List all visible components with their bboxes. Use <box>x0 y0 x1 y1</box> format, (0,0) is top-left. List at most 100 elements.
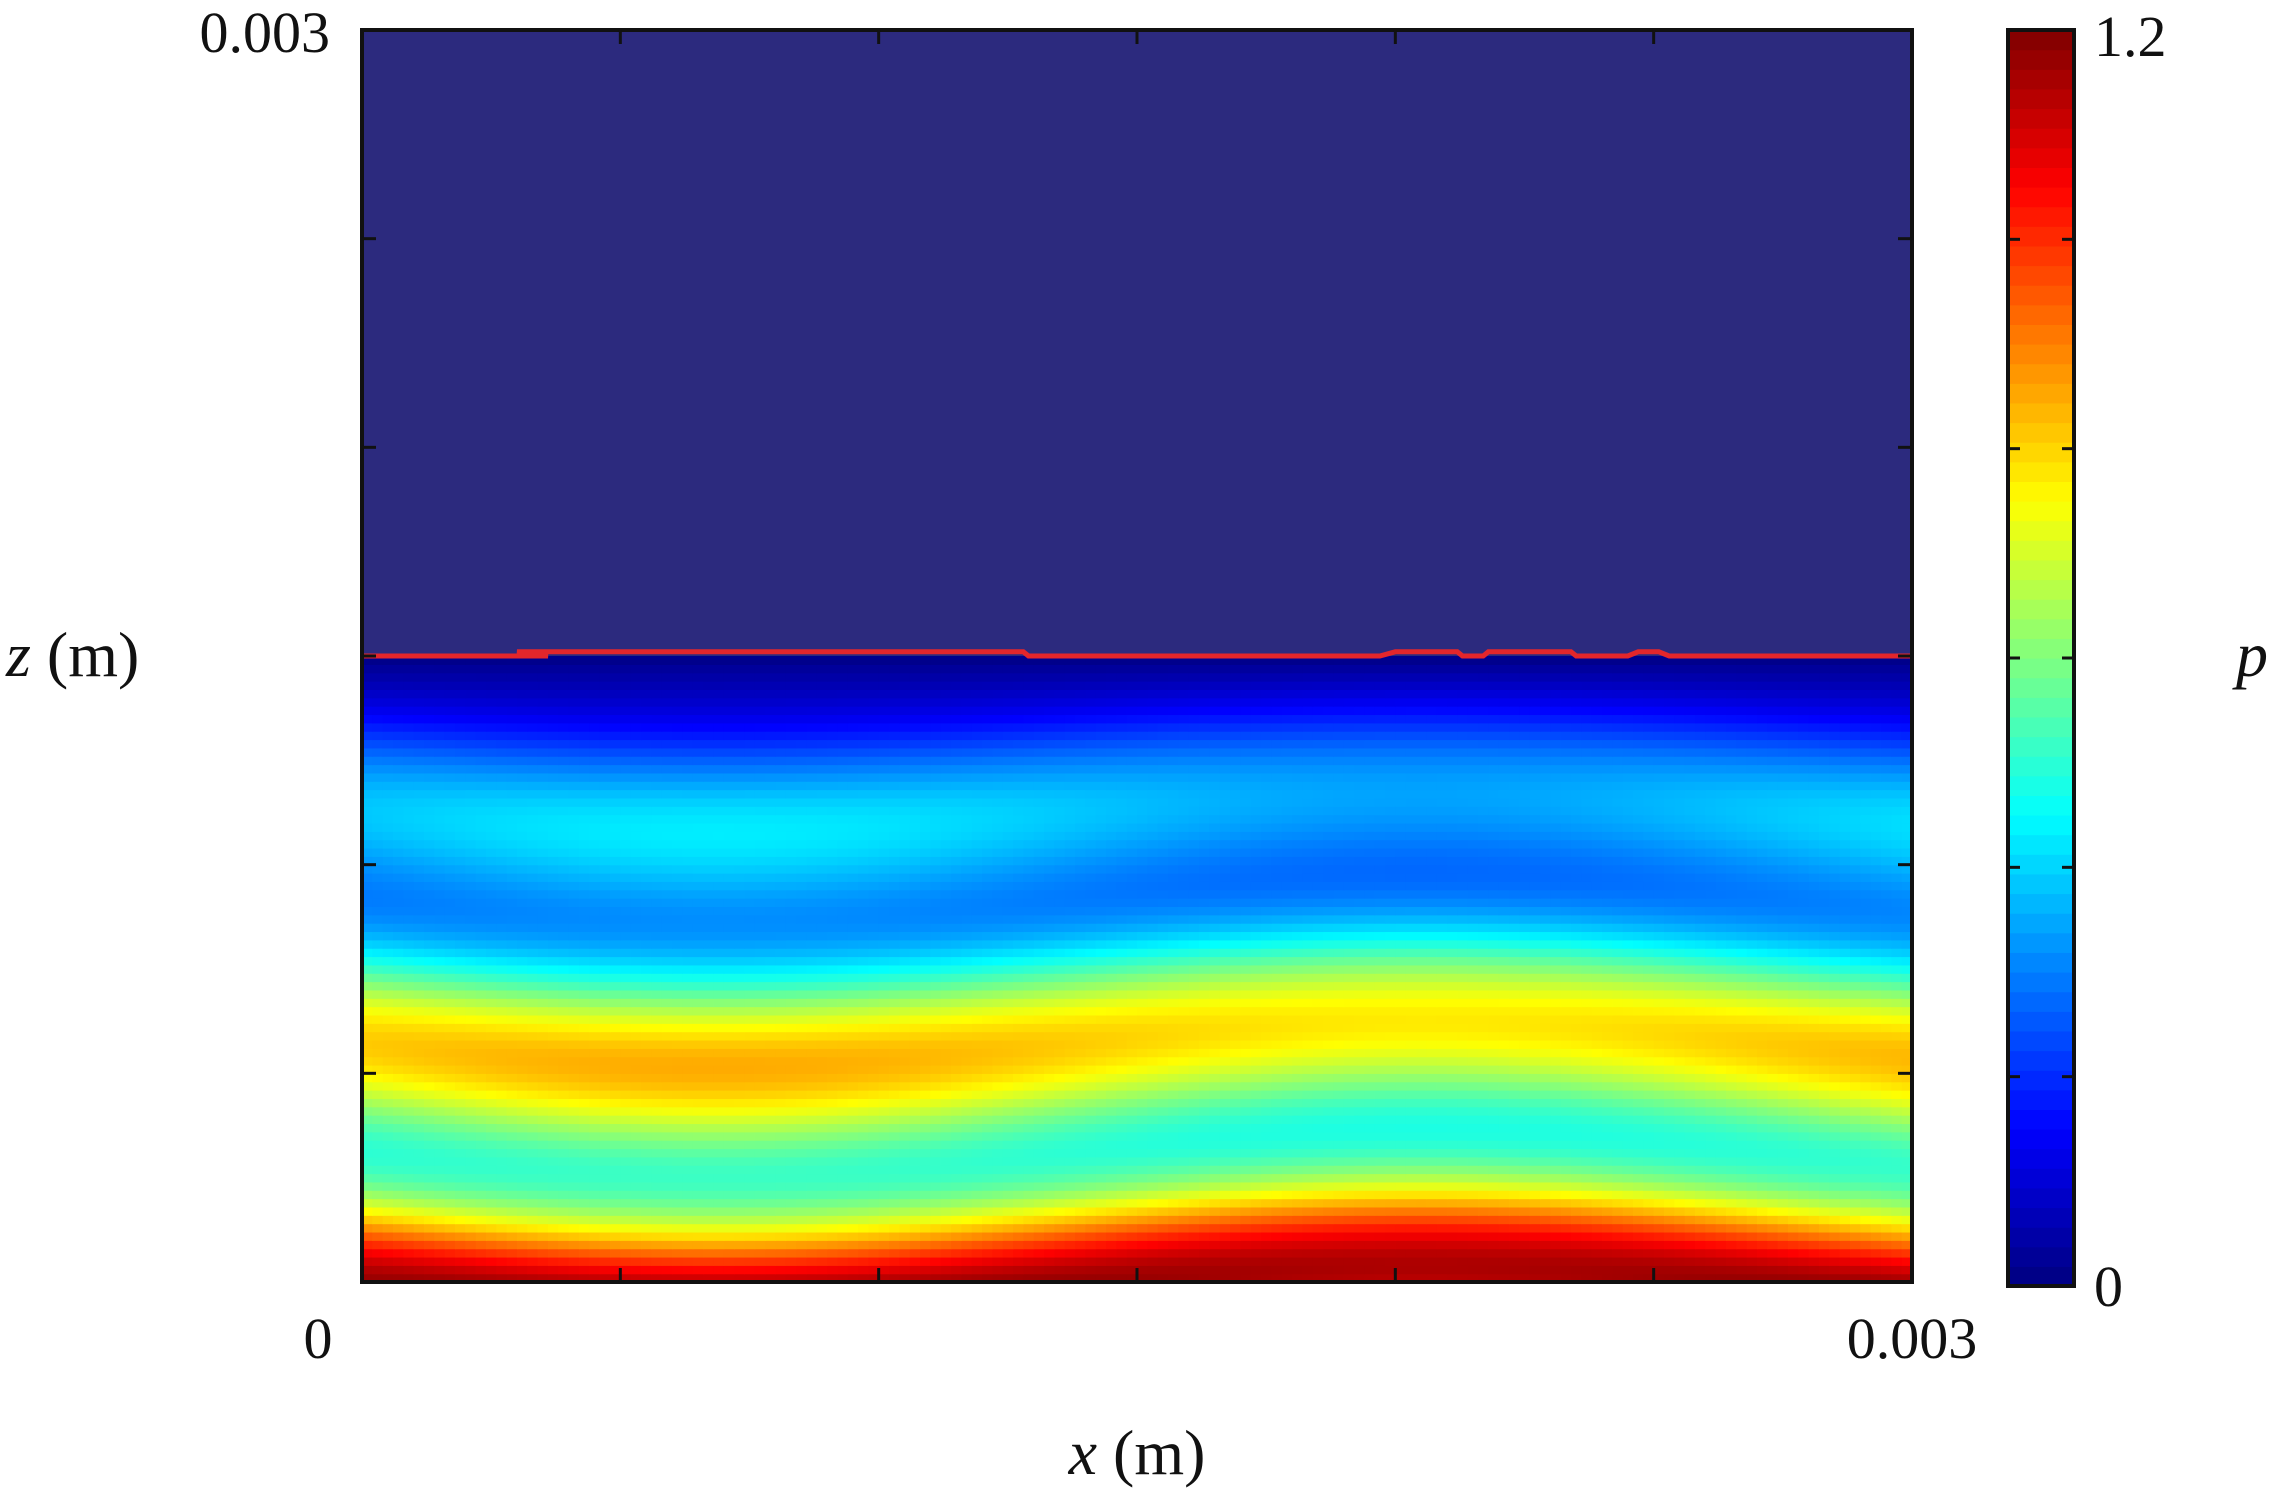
heatmap-cell <box>1116 1190 1128 1200</box>
heatmap-cell <box>506 1031 518 1041</box>
heatmap-cell <box>1819 1165 1830 1175</box>
heatmap-cell <box>806 1106 818 1116</box>
heatmap-cell <box>1075 1140 1086 1150</box>
heatmap-cell <box>1054 1231 1066 1241</box>
heatmap-cell <box>1095 1073 1107 1083</box>
heatmap-cell <box>1498 1048 1510 1058</box>
heatmap-cell <box>1560 1206 1572 1216</box>
heatmap-cell <box>1147 1115 1159 1125</box>
heatmap-cell <box>1126 1240 1138 1250</box>
heatmap-cell <box>455 1106 466 1116</box>
heatmap-cell <box>1199 1198 1210 1208</box>
heatmap-cell <box>1271 1190 1283 1200</box>
heatmap-cell <box>961 1148 973 1158</box>
heatmap-cell <box>951 1206 962 1216</box>
heatmap-cell <box>1292 1173 1303 1183</box>
heatmap-cell <box>599 1165 611 1175</box>
heatmap-cell <box>1540 1240 1551 1250</box>
heatmap-cell <box>1612 1106 1624 1116</box>
heatmap-cell <box>703 1115 714 1125</box>
heatmap-cell <box>1095 1006 1107 1016</box>
heatmap-cell <box>382 1064 394 1074</box>
heatmap-cell <box>1819 1064 1830 1074</box>
heatmap-cell <box>971 1173 983 1183</box>
heatmap-cell <box>1457 1064 1469 1074</box>
heatmap-cell <box>1364 1215 1376 1225</box>
heatmap-cell <box>382 1039 394 1049</box>
heatmap-cell <box>1271 1156 1283 1166</box>
heatmap-cell <box>496 1198 508 1208</box>
heatmap-cell <box>1901 1090 1912 1099</box>
heatmap-cell <box>1374 1123 1386 1133</box>
heatmap-cell <box>1602 1215 1613 1225</box>
heatmap-cell <box>1891 1148 1903 1158</box>
heatmap-cell <box>1664 1073 1675 1083</box>
heatmap-cell <box>1664 1181 1675 1191</box>
heatmap-cell <box>1798 1198 1810 1208</box>
heatmap-cell <box>1457 1048 1469 1058</box>
heatmap-cell <box>765 1265 776 1275</box>
heatmap-cell <box>961 1056 973 1066</box>
heatmap-cell <box>868 1173 880 1183</box>
heatmap-cell <box>1581 1181 1593 1191</box>
heatmap-cell <box>1819 1115 1830 1125</box>
heatmap-cell <box>1230 1273 1241 1282</box>
heatmap-cell <box>1044 1173 1055 1183</box>
heatmap-cell <box>713 1240 725 1250</box>
heatmap-cell <box>1199 1148 1210 1158</box>
heatmap-cell <box>630 1273 642 1282</box>
heatmap-cell <box>806 1165 818 1175</box>
heatmap-cell <box>837 1006 849 1016</box>
heatmap-cell <box>1147 1240 1159 1250</box>
heatmap-cell <box>1767 1023 1779 1033</box>
heatmap-cell <box>630 1056 642 1066</box>
heatmap-cell <box>641 1106 652 1116</box>
heatmap-cell <box>1777 1223 1789 1233</box>
heatmap-cell <box>940 1090 952 1099</box>
heatmap-cell <box>847 1198 859 1208</box>
heatmap-cell <box>878 1206 890 1216</box>
heatmap-cell <box>1746 1090 1758 1099</box>
heatmap-cell <box>1405 1056 1417 1066</box>
heatmap-cell <box>1788 1215 1799 1225</box>
heatmap-cell <box>754 1014 766 1024</box>
heatmap-cell <box>847 1248 859 1258</box>
heatmap-cell <box>1519 1140 1531 1150</box>
heatmap-cell <box>641 1173 652 1183</box>
heatmap-cell <box>1622 1081 1634 1091</box>
heatmap-cell <box>1602 1039 1613 1049</box>
heatmap-cell <box>796 1248 807 1258</box>
heatmap-cell <box>362 1190 373 1200</box>
heatmap-cell <box>1560 1223 1572 1233</box>
heatmap-cell <box>1147 1256 1159 1266</box>
heatmap-cell <box>1064 1006 1076 1016</box>
heatmap-cell <box>372 1198 384 1208</box>
heatmap-cell <box>1333 1106 1345 1116</box>
heatmap-cell <box>1757 1031 1768 1041</box>
heatmap-cell <box>1085 1048 1097 1058</box>
heatmap-cell <box>1219 1190 1231 1200</box>
heatmap-cell <box>558 1056 570 1066</box>
heatmap-cell <box>1850 1039 1861 1049</box>
heatmap-cell <box>630 1023 642 1033</box>
heatmap-cell <box>785 1198 797 1208</box>
heatmap-cell <box>1664 1014 1675 1024</box>
heatmap-cell <box>1591 1006 1603 1016</box>
heatmap-cell <box>579 1273 590 1282</box>
heatmap-cell <box>899 1131 911 1141</box>
heatmap-cell <box>971 1073 983 1083</box>
heatmap-cell <box>982 1148 993 1158</box>
heatmap-cell <box>1075 1006 1086 1016</box>
heatmap-cell <box>1736 1064 1748 1074</box>
heatmap-cell <box>620 1206 632 1216</box>
heatmap-cell <box>1529 1064 1541 1074</box>
heatmap-cell <box>517 1106 528 1116</box>
heatmap-cell <box>1395 1064 1407 1074</box>
heatmap-cell <box>589 1039 601 1049</box>
heatmap-cell <box>1240 1140 1252 1150</box>
heatmap-cell <box>1726 1098 1737 1108</box>
heatmap-cell <box>858 1248 869 1258</box>
heatmap-cell <box>940 1148 952 1158</box>
heatmap-cell <box>961 1081 973 1091</box>
heatmap-cell <box>1137 1039 1148 1049</box>
